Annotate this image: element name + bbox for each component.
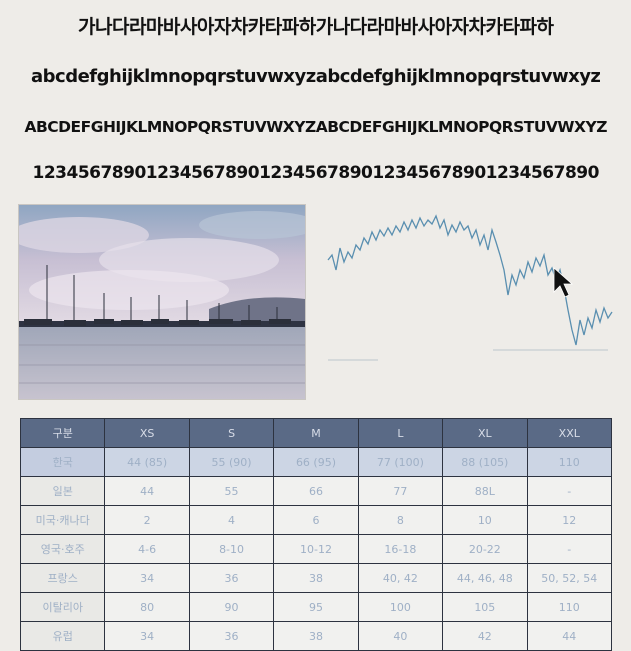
table-cell: 6 [273,505,359,535]
column-header: M [273,418,359,448]
table-cell: 95 [273,592,359,622]
table-cell: 12 [526,505,613,535]
mouse-pointer-icon [553,267,574,298]
uppercase-alphabet-line: ABCDEFGHIJKLMNOPQRSTUVWXYZABCDEFGHIJKLMN… [24,118,608,136]
table-cell: 10 [442,505,528,535]
table-cell: 55 [188,476,275,506]
table-header-row: 구분 XS S M L XL XXL [19,418,613,448]
table-cell: 88 (105) [442,447,528,477]
table-cell: 4-6 [104,534,190,564]
row-label: 프랑스 [19,563,106,593]
table-cell: 8-10 [188,534,275,564]
table-cell: 44 [104,476,190,506]
korean-alphabet-line: 가나다라마바사아자차카타파하가나다라마바사아자차카타파하 [78,16,554,38]
table-cell: 4 [188,505,275,535]
digits-line: 1234567890123456789012345678901234567890… [32,163,600,183]
table-row: 프랑스 34 36 38 40, 42 44, 46, 48 50, 52, 5… [19,563,613,593]
table-cell: 55 (90) [188,447,275,477]
table-cell: 20-22 [442,534,528,564]
table-cell: 34 [104,563,190,593]
column-header: 구분 [19,418,106,448]
table-cell: 38 [273,621,359,651]
size-conversion-table: 구분 XS S M L XL XXL 한국 44 (85) 55 (90) 66… [19,418,613,651]
table-row: 일본 44 55 66 77 88L - [19,476,613,506]
row-label: 유럽 [19,621,106,651]
table-row: 한국 44 (85) 55 (90) 66 (95) 77 (100) 88 (… [19,447,613,477]
table-cell: 40, 42 [357,563,444,593]
table-cell: - [526,476,613,506]
table-cell: 36 [188,563,275,593]
harbor-photo [18,204,306,400]
table-cell: 34 [104,621,190,651]
row-label: 미국·캐나다 [19,505,106,535]
table-cell: 16-18 [357,534,444,564]
table-cell: 105 [442,592,528,622]
table-cell: 77 (100) [357,447,444,477]
table-row: 유럽 34 36 38 40 42 44 [19,621,613,651]
table-cell: 110 [526,592,613,622]
row-label: 이탈리아 [19,592,106,622]
row-label: 일본 [19,476,106,506]
table-cell: 36 [188,621,275,651]
row-label: 영국·호주 [19,534,106,564]
column-header: XS [104,418,190,448]
table-cell: - [526,534,613,564]
table-cell: 88L [442,476,528,506]
harbor-sailboats-photo [19,205,305,399]
table-cell: 44 [526,621,613,651]
stock-line-chart [318,200,618,400]
column-header: L [357,418,444,448]
table-row: 이탈리아 80 90 95 100 105 110 [19,592,613,622]
table-cell: 42 [442,621,528,651]
table-cell: 77 [357,476,444,506]
table-cell: 100 [357,592,444,622]
column-header: XXL [526,418,613,448]
table-cell: 8 [357,505,444,535]
lowercase-alphabet-line: abcdefghijklmnopqrstuvwxyzabcdefghijklmn… [31,66,601,87]
table-cell: 10-12 [273,534,359,564]
table-cell: 66 (95) [273,447,359,477]
table-cell: 2 [104,505,190,535]
table-cell: 40 [357,621,444,651]
column-header: XL [442,418,528,448]
table-cell: 66 [273,476,359,506]
table-row: 미국·캐나다 2 4 6 8 10 12 [19,505,613,535]
table-cell: 50, 52, 54 [526,563,613,593]
table-cell: 44, 46, 48 [442,563,528,593]
table-cell: 90 [188,592,275,622]
table-cell: 38 [273,563,359,593]
table-cell: 80 [104,592,190,622]
column-header: S [188,418,275,448]
table-row: 영국·호주 4-6 8-10 10-12 16-18 20-22 - [19,534,613,564]
row-label: 한국 [19,447,106,477]
table-cell: 44 (85) [104,447,190,477]
stock-price-line [327,214,613,361]
table-cell: 110 [526,447,613,477]
